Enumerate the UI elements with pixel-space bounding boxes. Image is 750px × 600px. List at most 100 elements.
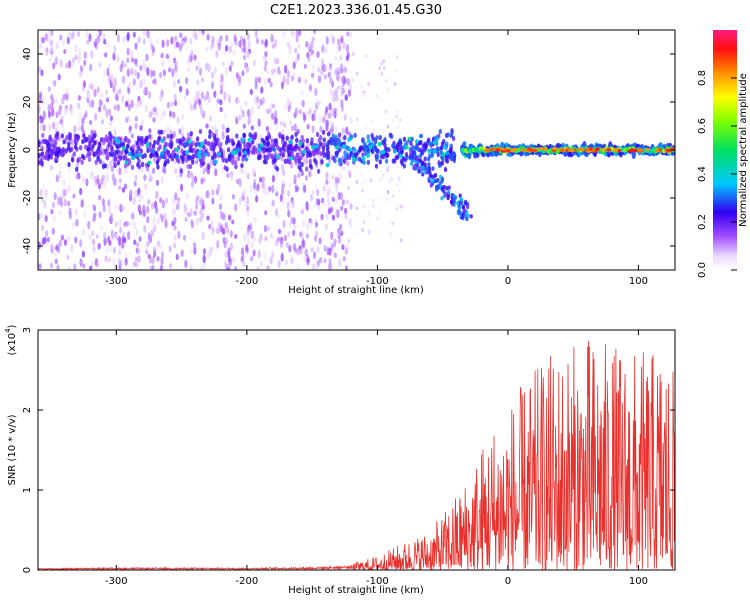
spectrogram-cell <box>397 178 401 183</box>
spectrogram-cell <box>83 210 87 218</box>
spectrogram-cell <box>303 63 307 70</box>
spectrogram-cell <box>177 158 181 164</box>
spectrogram-cell <box>302 149 307 154</box>
spectrogram-cell <box>331 97 335 102</box>
spectrogram-cell <box>79 187 83 196</box>
spectrogram-cell <box>254 30 258 38</box>
spectrogram-cell <box>206 140 211 147</box>
spectrogram-cell <box>67 165 71 173</box>
spectrogram-cell <box>73 263 77 270</box>
spectrogram-cell <box>173 93 177 102</box>
spectrogram-cell <box>163 212 167 221</box>
spectrogram-cell <box>178 138 182 144</box>
spectrogram-cell <box>275 166 280 172</box>
spectrogram-cell <box>173 225 177 231</box>
spectrogram-cell <box>119 150 124 156</box>
spectrogram-cell <box>49 262 54 269</box>
spectrogram-cell <box>133 239 137 245</box>
spectrogram-cell <box>208 133 212 140</box>
spectrogram-cell <box>297 172 301 179</box>
spectrogram-cell <box>579 148 585 152</box>
spectrogram-cell <box>188 163 193 170</box>
spectrogram-cell <box>319 125 323 133</box>
spectrogram-cell <box>333 107 337 113</box>
spectrogram-cell <box>267 77 271 83</box>
spectrogram-cell <box>200 91 204 100</box>
spectrogram-cell <box>341 244 345 251</box>
spectrogram-cell <box>348 147 353 152</box>
spectrogram-cell <box>77 156 82 162</box>
spectrogram-cell <box>311 125 315 134</box>
spectrogram-cell <box>456 209 460 215</box>
spectrogram-cell <box>228 45 232 54</box>
spectrogram-cell <box>126 68 130 78</box>
spectrogram-cell <box>149 265 153 270</box>
spectrogram-cell <box>130 164 135 170</box>
spectrogram-cell <box>361 145 365 151</box>
spectrogram-cell <box>228 214 232 221</box>
spectrogram-cell <box>184 216 188 223</box>
spectrogram-cell <box>164 219 168 229</box>
spectrogram-cell <box>54 150 59 157</box>
spectrogram-cell <box>96 86 100 93</box>
spectrogram-xtick-label: -300 <box>105 276 128 287</box>
spectrogram-cell <box>429 183 433 188</box>
spectrogram-cell <box>378 134 382 141</box>
spectrogram-cell <box>246 205 250 212</box>
spectrogram-cell <box>38 117 41 125</box>
spectrogram-cell <box>305 205 309 212</box>
spectrogram-cell <box>390 133 394 140</box>
spectrogram-cell <box>103 38 107 45</box>
spectrogram-cell <box>290 125 294 132</box>
spectrogram-cell <box>226 127 230 133</box>
spectrogram-cell <box>219 89 224 95</box>
spectrogram-cell <box>244 101 248 107</box>
spectrogram-cell <box>179 168 184 174</box>
spectrogram-cell <box>286 77 290 86</box>
spectrogram-cell <box>275 58 279 65</box>
spectrogram-cell <box>400 203 404 208</box>
spectrogram-cell <box>264 60 268 66</box>
spectrogram-cell <box>172 196 176 206</box>
spectrogram-cell <box>90 50 94 59</box>
spectrogram-cell <box>72 193 76 199</box>
spectrogram-cell <box>214 137 219 143</box>
spectrogram-cell <box>343 134 347 141</box>
spectrogram-cell <box>420 150 425 156</box>
spectrogram-cell <box>341 199 346 206</box>
spectrogram-cell <box>227 153 232 160</box>
spectrogram-cell <box>121 187 126 193</box>
spectrogram-cell <box>212 151 217 157</box>
spectrogram-cell <box>393 81 397 86</box>
spectrogram-cell <box>398 133 402 138</box>
spectrogram-cell <box>151 143 156 149</box>
spectrogram-cell <box>300 90 304 96</box>
spectrogram-cell <box>105 154 109 160</box>
spectrogram-cell <box>134 256 139 262</box>
spectrogram-cell <box>285 135 289 141</box>
spectrogram-cell <box>321 197 325 204</box>
spectrogram-cell <box>144 184 148 191</box>
spectrogram-cell <box>363 204 366 209</box>
spectrogram-cell <box>340 99 344 108</box>
spectrogram-cell <box>50 208 54 215</box>
spectrogram-cell <box>38 241 41 250</box>
spectrogram-cell <box>66 254 70 261</box>
spectrogram-cell <box>465 204 470 210</box>
spectrogram-cell <box>47 86 52 93</box>
spectrogram-cell <box>127 87 131 95</box>
spectrogram-cell <box>65 87 69 96</box>
spectrogram-cell <box>211 226 215 235</box>
spectrogram-cell <box>80 124 84 132</box>
spectrogram-cell <box>270 113 275 120</box>
spectrogram-cell <box>378 159 382 165</box>
spectrogram-cell <box>206 151 211 157</box>
spectrogram-cell <box>78 48 82 57</box>
spectrogram-cell <box>333 252 337 259</box>
spectrogram-cell <box>449 146 453 152</box>
spectrogram-cell <box>178 128 182 135</box>
spectrogram-cell <box>230 60 234 67</box>
spectrogram-cell <box>192 147 197 153</box>
spectrogram-cell <box>174 70 178 78</box>
spectrogram-cell <box>211 197 215 205</box>
